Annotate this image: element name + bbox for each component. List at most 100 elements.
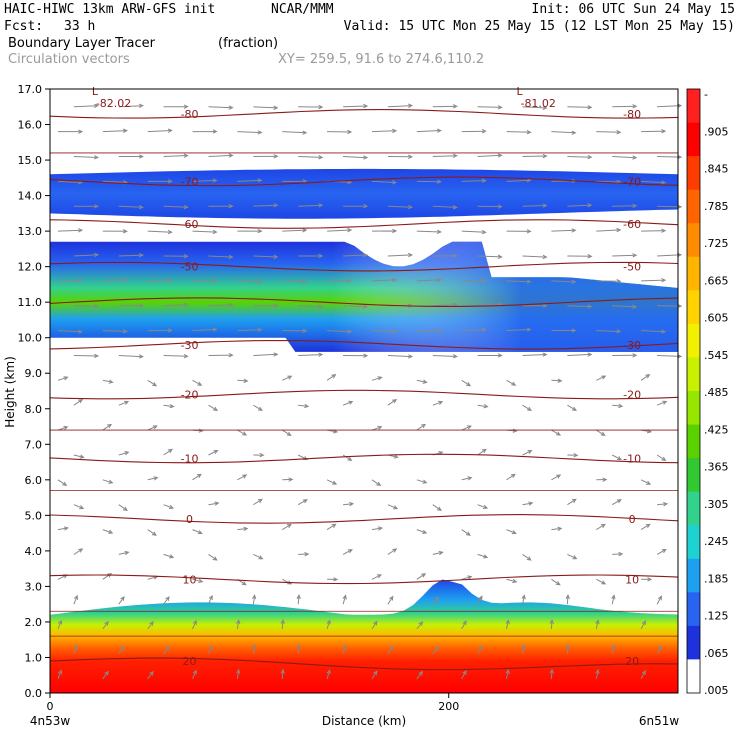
- colorbar-swatch: [687, 223, 700, 258]
- circulation-vector: [432, 550, 444, 556]
- circulation-vector: [282, 375, 293, 381]
- circulation-vector: [118, 595, 125, 605]
- circulation-vector: [416, 328, 442, 333]
- circulation-vector: [567, 553, 578, 560]
- colorbar-swatch: [687, 391, 700, 426]
- circulation-vector: [416, 179, 442, 184]
- circulation-vector: [326, 619, 331, 630]
- circulation-vector: [192, 619, 197, 630]
- isotherm-label: 0: [629, 513, 636, 526]
- circulation-vector: [567, 254, 593, 259]
- circulation-vector: [596, 329, 622, 334]
- circulation-vector: [253, 404, 263, 411]
- circulation-vector: [343, 501, 355, 507]
- circulation-vector: [657, 354, 683, 359]
- x-tick-label: 200: [438, 700, 459, 713]
- y-tick-label: 11.0: [18, 296, 43, 309]
- isotherm-label: 10: [625, 573, 639, 586]
- colorbar-swatch: [687, 558, 700, 593]
- circulation-vector: [461, 178, 487, 183]
- circulation-vector: [596, 129, 622, 135]
- circulation-vector: [298, 155, 324, 160]
- circulation-vector: [163, 253, 189, 259]
- circulation-vector: [551, 130, 577, 135]
- circulation-vector: [73, 252, 100, 258]
- circulation-vector: [57, 278, 84, 283]
- circulation-vector: [551, 578, 561, 586]
- isotherm-label: -50: [181, 261, 199, 274]
- circulation-vector: [163, 153, 189, 158]
- colorbar-label: .185: [704, 572, 729, 585]
- circulation-vector: [118, 400, 130, 406]
- mid-tracer-layer-fade: [50, 241, 678, 352]
- circulation-vector: [477, 153, 503, 158]
- circulation-vector: [371, 425, 383, 431]
- circulation-vector: [416, 573, 427, 580]
- circulation-vector: [432, 354, 458, 359]
- y-tick-label: 14.0: [18, 190, 43, 203]
- circulation-vector: [611, 643, 616, 655]
- circulation-vector: [506, 279, 532, 284]
- circulation-vector: [432, 153, 458, 159]
- model-title: HAIC-HIWC 13km ARW-GFS init: [4, 2, 215, 17]
- colorbar-swatch: [687, 189, 700, 224]
- circulation-vector: [506, 327, 532, 332]
- isotherm-line: [49, 514, 679, 524]
- x-right-end-label: 6n51w: [639, 714, 680, 728]
- circulation-vector: [567, 498, 577, 506]
- circulation-vector: [102, 620, 109, 630]
- circulation-vector: [342, 454, 353, 462]
- y-tick-label: 7.0: [25, 438, 43, 451]
- circulation-vector: [343, 155, 369, 160]
- circulation-vector: [506, 379, 517, 386]
- colorbar-swatch: [687, 256, 700, 291]
- circulation-vector: [521, 594, 526, 605]
- circulation-vector: [57, 619, 63, 630]
- circulation-vector: [253, 352, 279, 357]
- low-marker: L: [92, 85, 99, 98]
- circulation-vector: [567, 452, 579, 458]
- circulation-vector: [522, 553, 532, 561]
- isotherm-line: [49, 453, 679, 464]
- circulation-vector: [656, 595, 662, 605]
- circulation-vector: [477, 403, 489, 409]
- circulation-vector: [416, 277, 442, 283]
- isotherm-label: -20: [623, 389, 641, 402]
- colorbar-swatch: [687, 659, 700, 694]
- circulation-vector: [416, 229, 442, 235]
- circulation-vector: [118, 103, 144, 109]
- circulation-vector: [208, 352, 234, 358]
- y-tick-label: 8.0: [25, 403, 43, 416]
- circulation-vector: [118, 154, 144, 159]
- colorbar-label: .125: [704, 610, 729, 623]
- circulation-vector: [342, 549, 353, 555]
- circulation-vector: [208, 449, 219, 456]
- circulation-vector: [163, 302, 189, 307]
- circulation-vector: [656, 549, 667, 555]
- circulation-vector: [522, 352, 548, 357]
- circulation-vector: [596, 429, 606, 437]
- circulation-vector: [565, 594, 570, 605]
- circulation-vector: [657, 204, 683, 209]
- circulation-vector: [237, 429, 248, 436]
- circulation-vector: [298, 104, 324, 110]
- circulation-vector: [506, 529, 517, 535]
- circulation-vector: [416, 529, 428, 534]
- circulation-vector: [432, 253, 458, 259]
- circulation-vector: [57, 228, 84, 233]
- circulation-vector: [298, 551, 310, 557]
- circulation-vector: [551, 228, 577, 233]
- circulation-vector: [611, 499, 622, 506]
- circulation-vector: [208, 204, 234, 209]
- circulation-vector: [342, 644, 347, 655]
- circulation-vector: [612, 104, 638, 109]
- isotherm-label: -70: [623, 175, 641, 188]
- circulation-vector: [477, 254, 503, 259]
- y-tick-label: 12.0: [18, 261, 43, 274]
- circulation-vector: [657, 103, 683, 108]
- y-tick-label: 9.0: [25, 367, 43, 380]
- circulation-vector: [73, 155, 100, 160]
- org-label: NCAR/MMM: [271, 2, 334, 17]
- circulation-vector: [208, 553, 218, 561]
- circulation-vector: [657, 154, 683, 160]
